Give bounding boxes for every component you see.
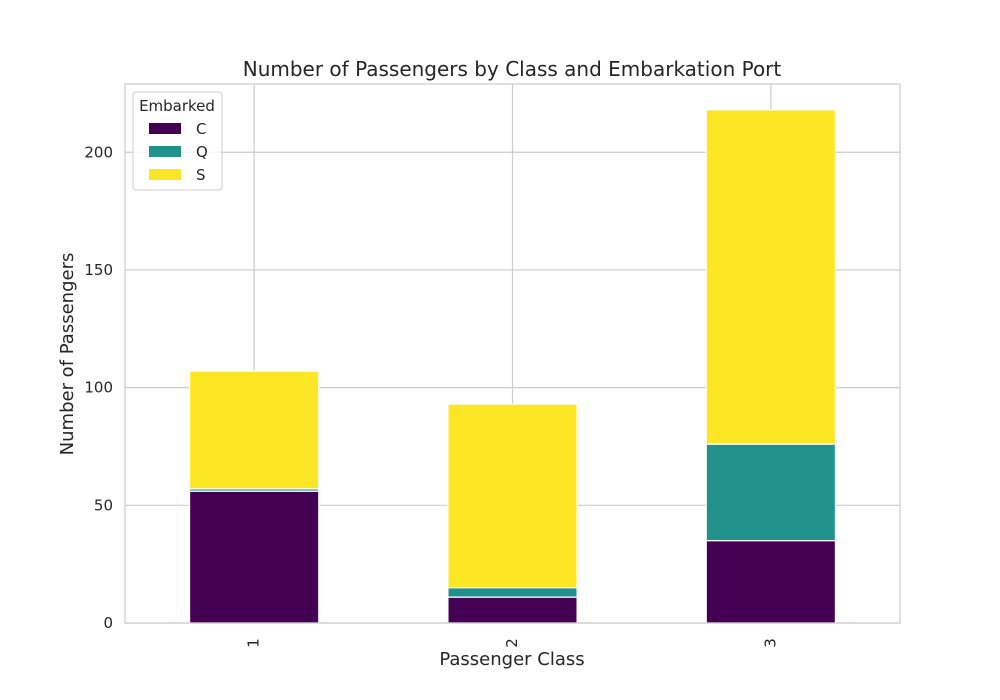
y-axis-title: Number of Passengers bbox=[57, 253, 78, 456]
legend-entries: CQS bbox=[149, 120, 208, 184]
chart-title: Number of Passengers by Class and Embark… bbox=[243, 57, 782, 81]
legend: Embarked CQS bbox=[132, 91, 223, 191]
legend-label-S: S bbox=[196, 166, 206, 184]
bar-C-class-3 bbox=[705, 540, 837, 624]
bar-C-class-1 bbox=[188, 490, 320, 624]
legend-frame bbox=[132, 91, 223, 191]
legend-swatch-Q bbox=[149, 146, 181, 157]
bar-S-class-2 bbox=[447, 403, 578, 589]
y-tick-labels: 0 50 100 150 200 bbox=[84, 143, 113, 632]
x-tick-label: 2 bbox=[503, 638, 521, 648]
bar-Q-class-3 bbox=[705, 443, 837, 542]
y-tick-label: 150 bbox=[84, 261, 113, 279]
bar-S-class-3 bbox=[705, 109, 837, 445]
legend-swatch-C bbox=[149, 123, 181, 134]
bar-C-class-2 bbox=[447, 596, 578, 624]
x-tick-labels: 1 2 3 bbox=[245, 638, 780, 648]
legend-label-Q: Q bbox=[196, 143, 208, 161]
bars-layer bbox=[188, 109, 837, 624]
bar-S-class-1 bbox=[188, 370, 320, 490]
legend-swatch-S bbox=[149, 169, 181, 180]
y-tick-label: 200 bbox=[84, 143, 113, 161]
y-tick-label: 100 bbox=[84, 379, 113, 397]
x-tick-label: 3 bbox=[761, 638, 779, 648]
x-axis-title: Passenger Class bbox=[439, 649, 584, 670]
bar-Q-class-2 bbox=[447, 587, 578, 598]
x-tick-label: 1 bbox=[245, 638, 263, 648]
legend-title: Embarked bbox=[139, 97, 215, 115]
y-tick-label: 0 bbox=[103, 614, 113, 632]
legend-label-C: C bbox=[196, 120, 206, 138]
plot-frame bbox=[124, 83, 901, 624]
y-tick-label: 50 bbox=[94, 496, 113, 514]
